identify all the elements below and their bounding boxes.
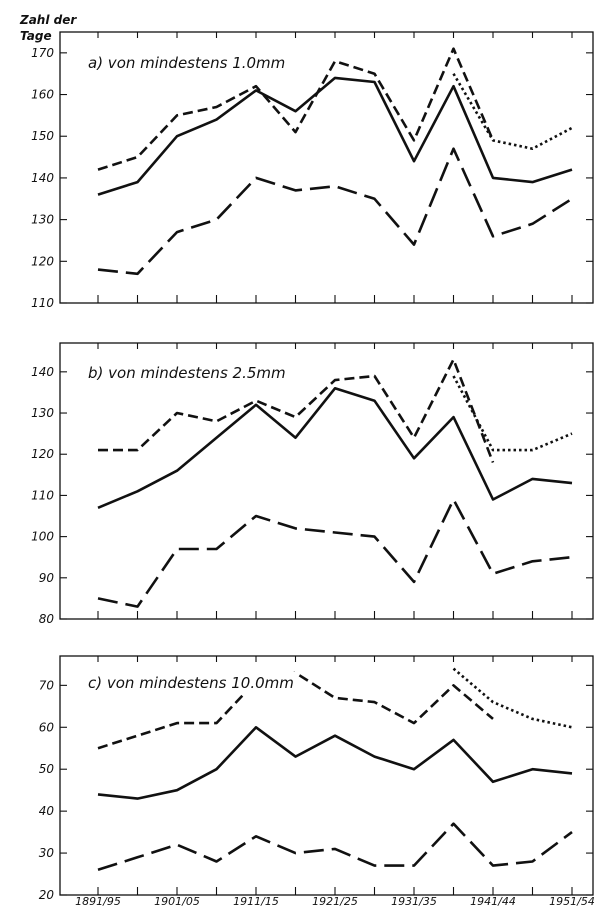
panel-title-background: [84, 672, 298, 694]
y-tick-label: 170: [31, 46, 54, 60]
series-line-longdash: [97, 498, 573, 608]
x-tick-label: 1931/35: [391, 895, 437, 907]
x-tick-label: 1911/15: [233, 895, 279, 907]
y-tick-label: 130: [31, 213, 54, 227]
y-tick-label: 60: [39, 720, 55, 734]
series-line-solid: [97, 76, 573, 196]
y-tick-label: 120: [31, 447, 54, 461]
panel-frame: [59, 655, 594, 896]
x-tick-label: 1891/95: [75, 895, 121, 907]
panel-title-background: [84, 52, 290, 74]
y-tick-label: 30: [39, 846, 55, 860]
y-axis-title: Zahl der Tage: [19, 13, 77, 43]
y-tick-label: 140: [31, 171, 54, 185]
panel-b: 80 90 100 110 120 130 140 b) von mindestens 2.5…: [31, 342, 594, 626]
panel-title: a) von mindestens 1.0mm: [88, 54, 285, 72]
y-tick-label: 80: [39, 612, 55, 626]
y-axis-title-line2: Tage: [20, 29, 52, 43]
series-line-solid: [97, 387, 573, 509]
panel-frame: [59, 31, 594, 304]
y-tick-label: 150: [31, 129, 54, 143]
y-tick-label: 130: [31, 406, 54, 420]
panel-a: 110 120 130 140 150 160 170 a) von mindestens 1…: [31, 31, 594, 310]
x-tick-label: 1951/54: [549, 895, 595, 907]
y-tick-label: 110: [31, 296, 54, 310]
series-line-dashed: [98, 358, 495, 463]
y-tick-label: 140: [31, 365, 54, 379]
series-line-longdash: [97, 147, 573, 276]
series-line-dashed: [97, 671, 494, 750]
y-tick-label: 90: [39, 571, 55, 585]
series-line-dashed: [97, 47, 495, 171]
y-tick-label: 160: [31, 88, 54, 102]
panel-title: b) von mindestens 2.5mm: [88, 364, 286, 382]
y-axis-title-line1: Zahl der: [19, 13, 77, 27]
panel-title-background: [84, 362, 290, 384]
y-tick-label: 40: [39, 804, 55, 818]
series-line-solid: [97, 726, 573, 800]
x-tick-label: 1901/05: [154, 895, 200, 907]
panels: 110 120 130 140 150 160 170 a) von mindestens 1…: [31, 31, 594, 902]
y-tick-label: 70: [39, 678, 55, 692]
x-tick-label: 1921/25: [312, 895, 358, 907]
y-tick-label: 110: [31, 488, 54, 502]
y-tick-label: 20: [39, 888, 55, 902]
series-line-dotted: [452, 375, 573, 452]
y-tick-label: 120: [31, 254, 54, 268]
x-tick-label: 1941/44: [470, 895, 516, 907]
series-line-dotted: [452, 73, 573, 150]
panel-c: 20 30 40 50 60 70 c) von mindestens 10.0mm: [39, 655, 594, 902]
x-axis-tick-labels: 1891/95 1901/05 1911/15 1921/25 1931/35 1941/…: [75, 895, 595, 907]
y-tick-label: 50: [39, 762, 55, 776]
panel-frame: [59, 342, 594, 620]
panel-title: c) von mindestens 10.0mm: [88, 674, 294, 692]
y-tick-label: 100: [31, 530, 54, 544]
series-line-longdash: [97, 822, 573, 872]
series-line-dotted: [452, 667, 573, 729]
